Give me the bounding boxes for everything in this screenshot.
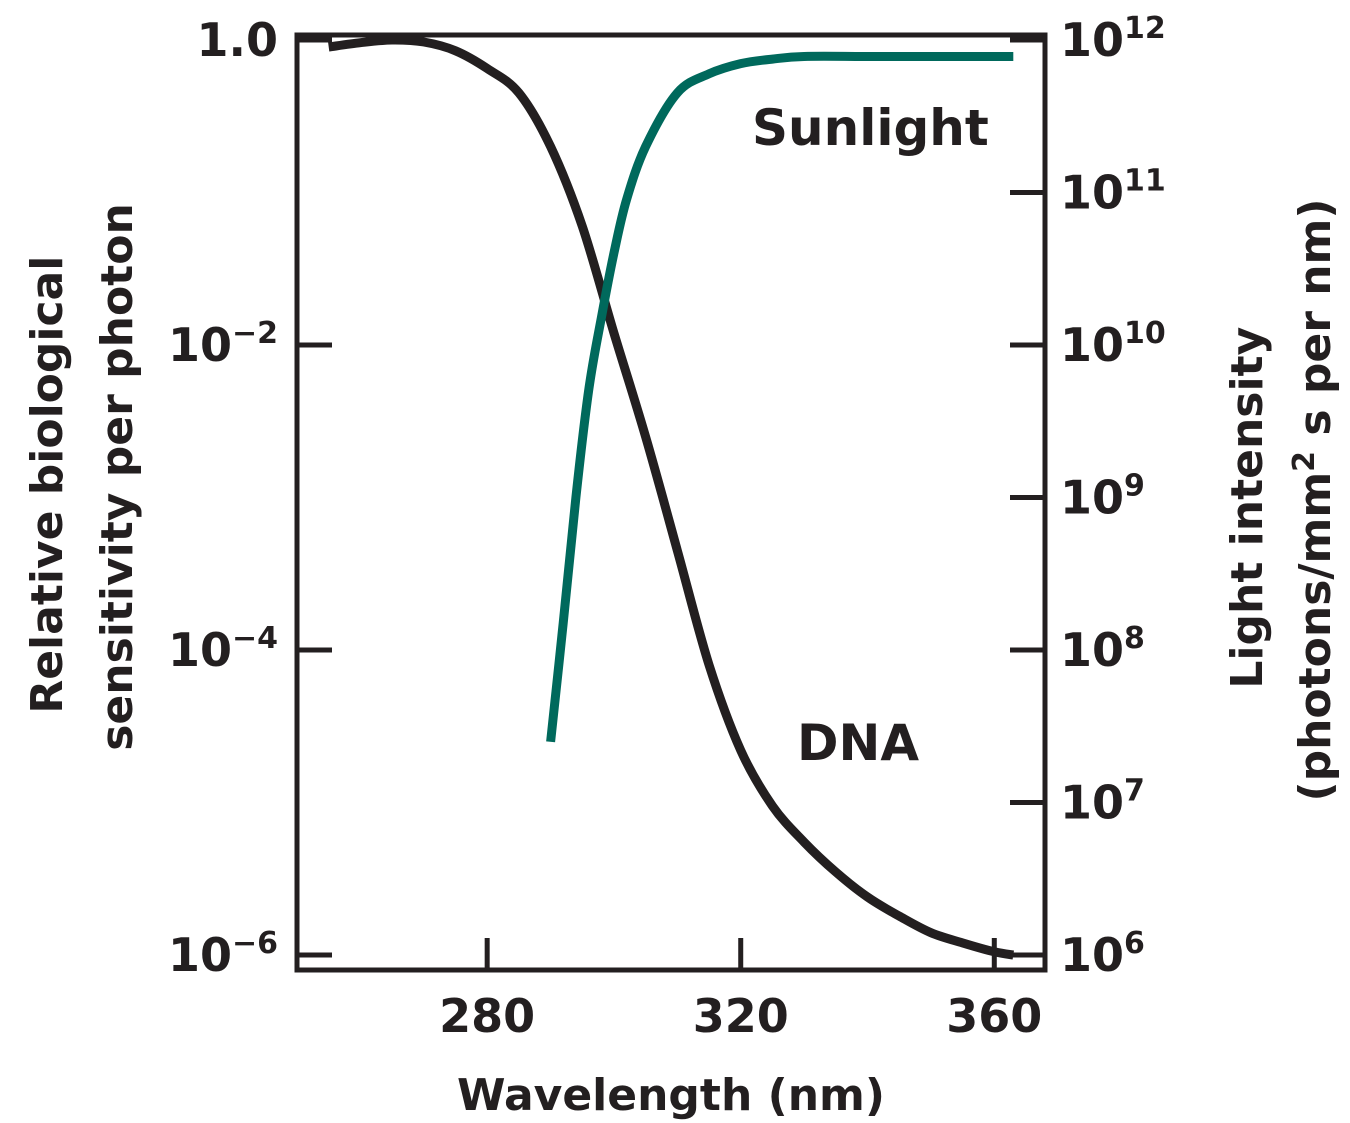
x-tick-label: 280 xyxy=(439,989,535,1043)
right-y-axis-title-line2-pre: (photons/mm xyxy=(1290,472,1341,802)
x-tick-label: 320 xyxy=(693,989,789,1043)
x-axis-title: Wavelength (nm) xyxy=(457,1070,885,1121)
right-y-axis-title-line1: Light intensity xyxy=(1222,327,1273,689)
series-layer xyxy=(328,35,1014,960)
sunlight-series-line xyxy=(546,51,1014,743)
right-y-tick-label: 109 xyxy=(1060,469,1145,525)
sunlight-series-label: Sunlight xyxy=(752,99,989,157)
x-tick-label: 360 xyxy=(946,989,1042,1043)
left-y-axis-ticks: 1.0 10−2 10−4 10−6 xyxy=(168,13,332,982)
right-y-tick-label: 1011 xyxy=(1060,164,1166,220)
plot-frame xyxy=(294,32,1048,973)
right-y-axis-title: Light intensity (photons/mm2 s per nm) xyxy=(1222,198,1341,801)
left-y-tick-label: 10−2 xyxy=(168,316,278,372)
right-y-axis-title-line2: (photons/mm2 s per nm) xyxy=(1287,198,1341,801)
left-y-axis-title-line1: Relative biological xyxy=(22,256,73,714)
right-y-tick-label: 106 xyxy=(1060,926,1145,982)
right-y-tick-label: 1010 xyxy=(1060,316,1166,372)
left-y-tick-label: 10−4 xyxy=(168,621,278,677)
right-y-tick-label: 1012 xyxy=(1060,11,1166,67)
right-y-axis-title-line2-sup: 2 xyxy=(1287,451,1322,472)
dna-series-line xyxy=(328,35,1014,960)
right-y-tick-label: 107 xyxy=(1060,774,1145,830)
x-axis-ticks: 280 320 360 xyxy=(439,938,1042,1043)
right-y-tick-label: 108 xyxy=(1060,621,1145,677)
left-y-tick-label: 1.0 xyxy=(197,13,279,67)
right-y-axis-title-line2-post: s per nm) xyxy=(1290,198,1341,450)
left-y-axis-title: Relative biological sensitivity per phot… xyxy=(22,203,143,751)
left-y-tick-label: 10−6 xyxy=(168,926,278,982)
right-y-axis-ticks: 1012 1011 1010 109 108 107 106 xyxy=(1010,11,1166,982)
left-y-axis-title-line2: sensitivity per photon xyxy=(92,203,143,751)
dna-series-label: DNA xyxy=(797,714,919,772)
